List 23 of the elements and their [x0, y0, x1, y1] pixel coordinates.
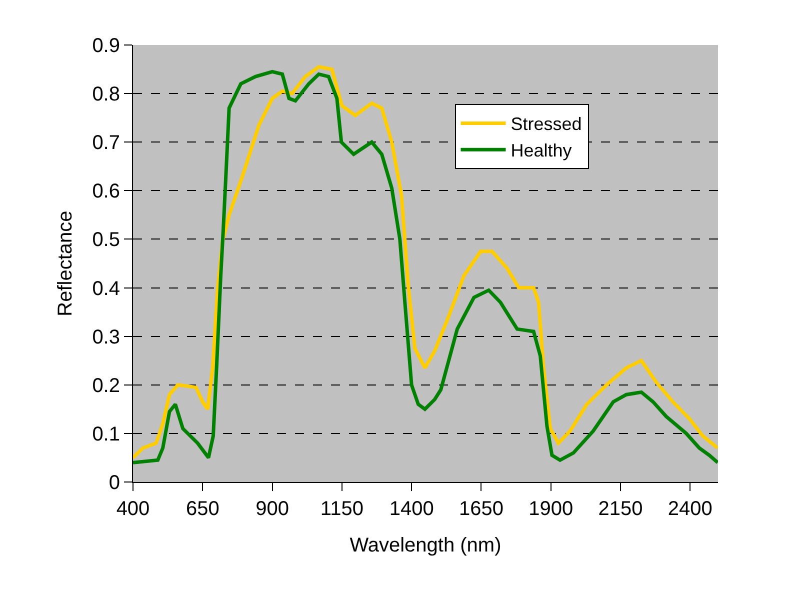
legend-label: Healthy	[510, 140, 572, 161]
x-tick-label: 900	[256, 498, 289, 520]
y-tick-label: 0.8	[92, 84, 120, 106]
y-tick-label: 0.7	[92, 132, 120, 154]
x-tick-label: 1900	[528, 498, 574, 520]
y-axis-title: Reflectance	[54, 210, 77, 316]
legend-label: Stressed	[510, 114, 582, 134]
y-tick-label: 0	[108, 472, 120, 494]
x-tick-label: 1650	[458, 498, 504, 520]
y-tick-label: 0.9	[92, 35, 120, 57]
y-tick-label: 0.6	[92, 180, 120, 203]
x-axis-title: Wavelength (nm)	[350, 534, 502, 556]
y-tick-label: 0.3	[92, 326, 120, 348]
x-tick-label: 400	[116, 498, 150, 520]
x-tick-label: 2150	[598, 498, 643, 520]
y-tick-label: 0.1	[92, 423, 120, 446]
x-tick-label: 1400	[389, 498, 434, 520]
y-tick-label: 0.2	[92, 374, 120, 397]
x-tick-label: 2400	[668, 498, 712, 520]
y-tick-label: 0.5	[92, 229, 120, 252]
x-tick-label: 1150	[320, 498, 364, 520]
y-tick-label: 0.4	[92, 278, 120, 300]
x-tick-label: 650	[186, 498, 220, 520]
